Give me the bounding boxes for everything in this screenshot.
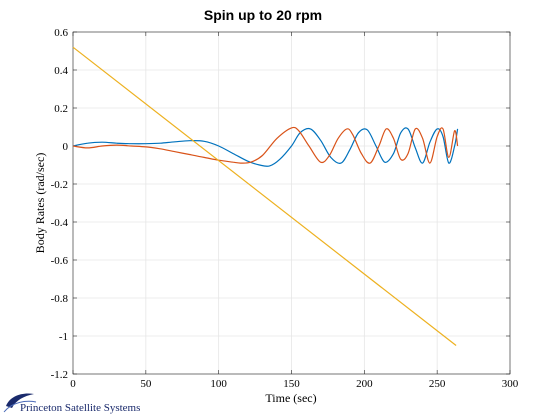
y-axis-label: Body Rates (rad/sec)	[33, 153, 47, 254]
x-tick-label: 200	[356, 378, 373, 390]
y-tick-label: 0.2	[54, 103, 68, 115]
y-tick-label: 0	[63, 141, 69, 153]
x-axis-ticks: 0 50 100 150 200 250 300	[70, 32, 519, 390]
x-axis-label: Time (sec)	[265, 391, 316, 405]
series-line-yellow	[72, 46, 457, 346]
logo-text: Princeton Satellite Systems	[20, 402, 140, 414]
y-tick-label: 0.6	[54, 27, 68, 39]
y-tick-label: -1.2	[51, 369, 68, 381]
y-tick-label: -0.8	[51, 293, 69, 305]
series-group	[72, 46, 459, 346]
x-tick-label: 300	[502, 378, 519, 390]
y-tick-label: 0.4	[54, 65, 68, 77]
logo-swoosh-accent-icon	[3, 400, 37, 413]
logo: Princeton Satellite Systems	[3, 393, 140, 414]
y-tick-label: -0.6	[51, 255, 69, 267]
series-line-blue	[72, 127, 459, 167]
x-tick-label: 50	[140, 378, 152, 390]
x-tick-label: 150	[283, 378, 300, 390]
grid	[72, 31, 511, 375]
x-tick-label: 0	[70, 378, 76, 390]
y-tick-label: -0.4	[51, 217, 69, 229]
series-line-orange	[72, 126, 459, 164]
y-axis-ticks: -1.2 -1 -0.8 -0.6 -0.4 -0.2 0 0.2 0.4 0.6	[51, 27, 510, 381]
chart-title: Spin up to 20 rpm	[204, 7, 322, 23]
y-tick-label: -0.2	[51, 179, 68, 191]
x-tick-label: 250	[429, 378, 446, 390]
x-tick-label: 100	[210, 378, 227, 390]
y-tick-label: -1	[59, 331, 68, 343]
